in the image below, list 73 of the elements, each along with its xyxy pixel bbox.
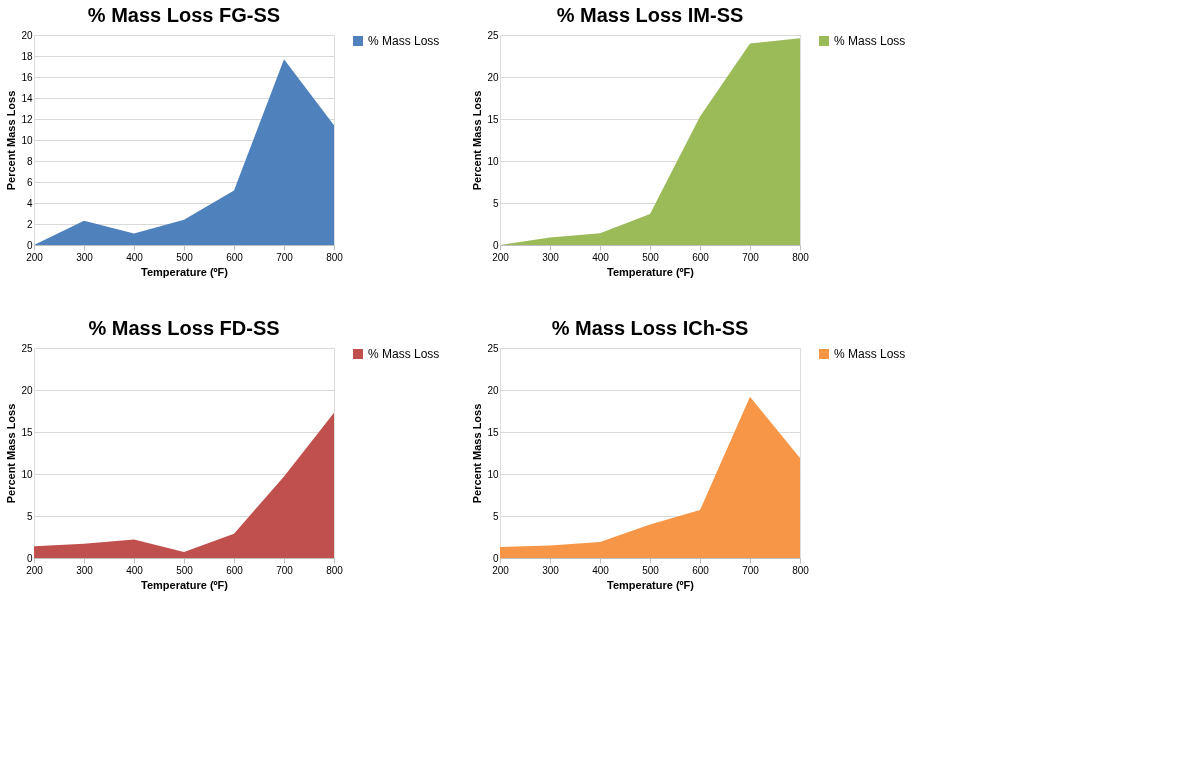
x-tick-label: 300 [76, 251, 94, 263]
chart-title: % Mass Loss FD-SS [88, 317, 280, 339]
y-tick-label: 0 [26, 552, 33, 564]
y-tick-label: 25 [487, 342, 499, 354]
legend-label: % Mass Loss [368, 34, 440, 48]
x-tick-label: 700 [276, 251, 294, 263]
y-tick-label: 15 [487, 426, 499, 438]
x-tick-label: 500 [176, 251, 194, 263]
y-tick-label: 0 [26, 239, 33, 251]
y-tick-label: 0 [492, 552, 499, 564]
x-axis-title: Temperature (ºF) [607, 265, 695, 278]
x-tick-label: 600 [226, 251, 244, 263]
y-tick-label: 10 [21, 134, 33, 146]
y-tick-label: 2 [26, 218, 33, 230]
y-tick-label: 6 [26, 176, 33, 188]
x-tick-label: 700 [742, 564, 760, 576]
y-tick-label: 20 [487, 384, 499, 396]
y-tick-label: 25 [487, 29, 499, 41]
y-tick-label: 20 [487, 71, 499, 83]
y-tick-label: 10 [487, 155, 499, 167]
x-tick-label: 800 [792, 564, 810, 576]
y-tick-label: 8 [26, 155, 33, 167]
x-tick-label: 600 [692, 251, 710, 263]
y-tick-label: 10 [487, 468, 499, 480]
y-tick-label: 20 [21, 384, 33, 396]
x-axis-title: Temperature (ºF) [141, 578, 229, 591]
x-tick-label: 300 [76, 564, 94, 576]
x-tick-label: 300 [542, 251, 560, 263]
x-tick-label: 600 [692, 564, 710, 576]
x-tick-label: 800 [326, 251, 344, 263]
y-tick-label: 5 [492, 197, 499, 209]
chart-title: % Mass Loss ICh-SS [551, 317, 749, 339]
x-tick-label: 700 [276, 564, 294, 576]
y-axis-title: Percent Mass Loss [471, 403, 484, 504]
x-axis-title: Temperature (ºF) [141, 265, 229, 278]
y-tick-label: 5 [26, 510, 33, 522]
x-tick-label: 200 [26, 251, 44, 263]
x-tick-label: 200 [492, 251, 510, 263]
x-tick-label: 400 [126, 251, 144, 263]
x-tick-label: 400 [592, 251, 610, 263]
y-tick-label: 15 [21, 426, 33, 438]
x-tick-label: 800 [792, 251, 810, 263]
y-tick-label: 25 [21, 342, 33, 354]
chart-title: % Mass Loss FG-SS [87, 4, 281, 26]
x-tick-label: 700 [742, 251, 760, 263]
y-tick-label: 20 [21, 29, 33, 41]
x-tick-label: 800 [326, 564, 344, 576]
y-tick-label: 16 [21, 71, 33, 83]
x-tick-label: 500 [642, 564, 660, 576]
chart-title: % Mass Loss IM-SS [556, 4, 744, 26]
y-axis-title: Percent Mass Loss [471, 90, 484, 191]
x-axis-title: Temperature (ºF) [607, 578, 695, 591]
legend-label: % Mass Loss [834, 347, 906, 361]
y-axis-title: Percent Mass Loss [5, 90, 18, 191]
x-tick-label: 300 [542, 564, 560, 576]
legend-label: % Mass Loss [834, 34, 906, 48]
x-tick-label: 500 [642, 251, 660, 263]
x-tick-label: 400 [126, 564, 144, 576]
y-tick-label: 12 [21, 113, 33, 125]
y-tick-label: 0 [492, 239, 499, 251]
y-tick-label: 4 [26, 197, 33, 209]
y-tick-label: 10 [21, 468, 33, 480]
x-tick-label: 600 [226, 564, 244, 576]
y-tick-label: 15 [487, 113, 499, 125]
y-tick-label: 14 [21, 92, 33, 104]
x-tick-label: 500 [176, 564, 194, 576]
x-tick-label: 200 [26, 564, 44, 576]
legend-label: % Mass Loss [368, 347, 440, 361]
y-tick-label: 5 [492, 510, 499, 522]
x-tick-label: 400 [592, 564, 610, 576]
y-axis-title: Percent Mass Loss [5, 403, 18, 504]
y-tick-label: 18 [21, 50, 33, 62]
x-tick-label: 200 [492, 564, 510, 576]
